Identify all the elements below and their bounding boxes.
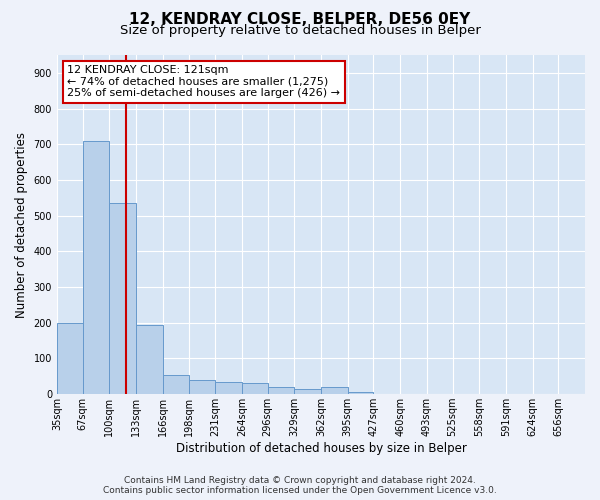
Bar (242, 384, 268, 394)
Bar (295, 389, 321, 394)
Bar (215, 382, 242, 394)
Bar (136, 324, 163, 394)
Bar (347, 392, 373, 394)
Text: 12, KENDRAY CLOSE, BELPER, DE56 0EY: 12, KENDRAY CLOSE, BELPER, DE56 0EY (130, 12, 470, 28)
Bar (163, 374, 188, 394)
Text: 12 KENDRAY CLOSE: 121sqm
← 74% of detached houses are smaller (1,275)
25% of sem: 12 KENDRAY CLOSE: 121sqm ← 74% of detach… (67, 65, 340, 98)
X-axis label: Distribution of detached houses by size in Belper: Distribution of detached houses by size … (176, 442, 466, 455)
Text: Size of property relative to detached houses in Belper: Size of property relative to detached ho… (119, 24, 481, 37)
Bar (268, 387, 295, 394)
Bar (321, 387, 347, 394)
Bar (83, 140, 109, 394)
Bar (57, 323, 83, 394)
Text: Contains HM Land Registry data © Crown copyright and database right 2024.
Contai: Contains HM Land Registry data © Crown c… (103, 476, 497, 495)
Y-axis label: Number of detached properties: Number of detached properties (15, 132, 28, 318)
Bar (109, 203, 136, 394)
Bar (188, 380, 215, 394)
